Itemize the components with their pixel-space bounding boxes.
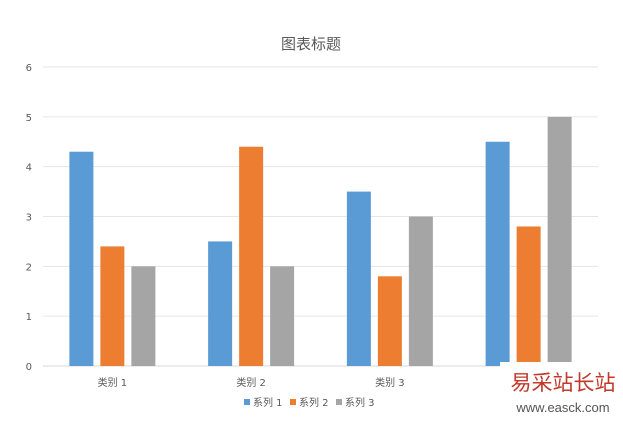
watermark-text: 易采站长站 [511,371,616,395]
x-tick-label: 类别 1 [98,376,128,389]
bar [485,141,510,366]
y-tick-label: 2 [26,262,32,273]
x-axis-ticks: 类别 1类别 2类别 3类别 4 [98,376,544,389]
legend-swatch [244,399,250,405]
x-tick-label: 类别 3 [375,376,405,389]
y-tick-label: 3 [26,213,32,224]
bars [69,116,572,366]
chart-title: 图表标题 [281,35,341,53]
bar [408,216,433,366]
watermark-backdrop [500,362,623,423]
x-tick-label: 类别 2 [236,376,266,389]
bar [547,116,572,366]
bar [516,226,541,366]
legend-label: 系列 3 [345,396,375,409]
bar [69,151,94,366]
y-tick-label: 5 [26,113,32,124]
legend-swatch [336,399,342,405]
bar [100,246,125,366]
legend-label: 系列 2 [299,396,329,409]
bar [239,146,264,366]
bar [346,191,371,366]
legend-swatch [290,399,296,405]
y-axis-ticks: 0 1 2 3 4 5 6 [26,63,32,373]
gridlines [43,66,598,367]
watermark: 易采站长站 www.easck.com [500,362,623,423]
legend-label: 系列 1 [253,396,283,409]
y-tick-label: 1 [26,312,32,323]
bar [270,266,295,366]
legend: 系列 1 系列 2 系列 3 [244,396,375,409]
y-tick-label: 4 [26,163,32,174]
y-tick-label: 0 [26,362,32,373]
y-tick-label: 6 [26,63,32,74]
bar [208,241,233,366]
bar [131,266,156,366]
watermark-url: www.easck.com [515,400,609,415]
bar [377,276,402,366]
